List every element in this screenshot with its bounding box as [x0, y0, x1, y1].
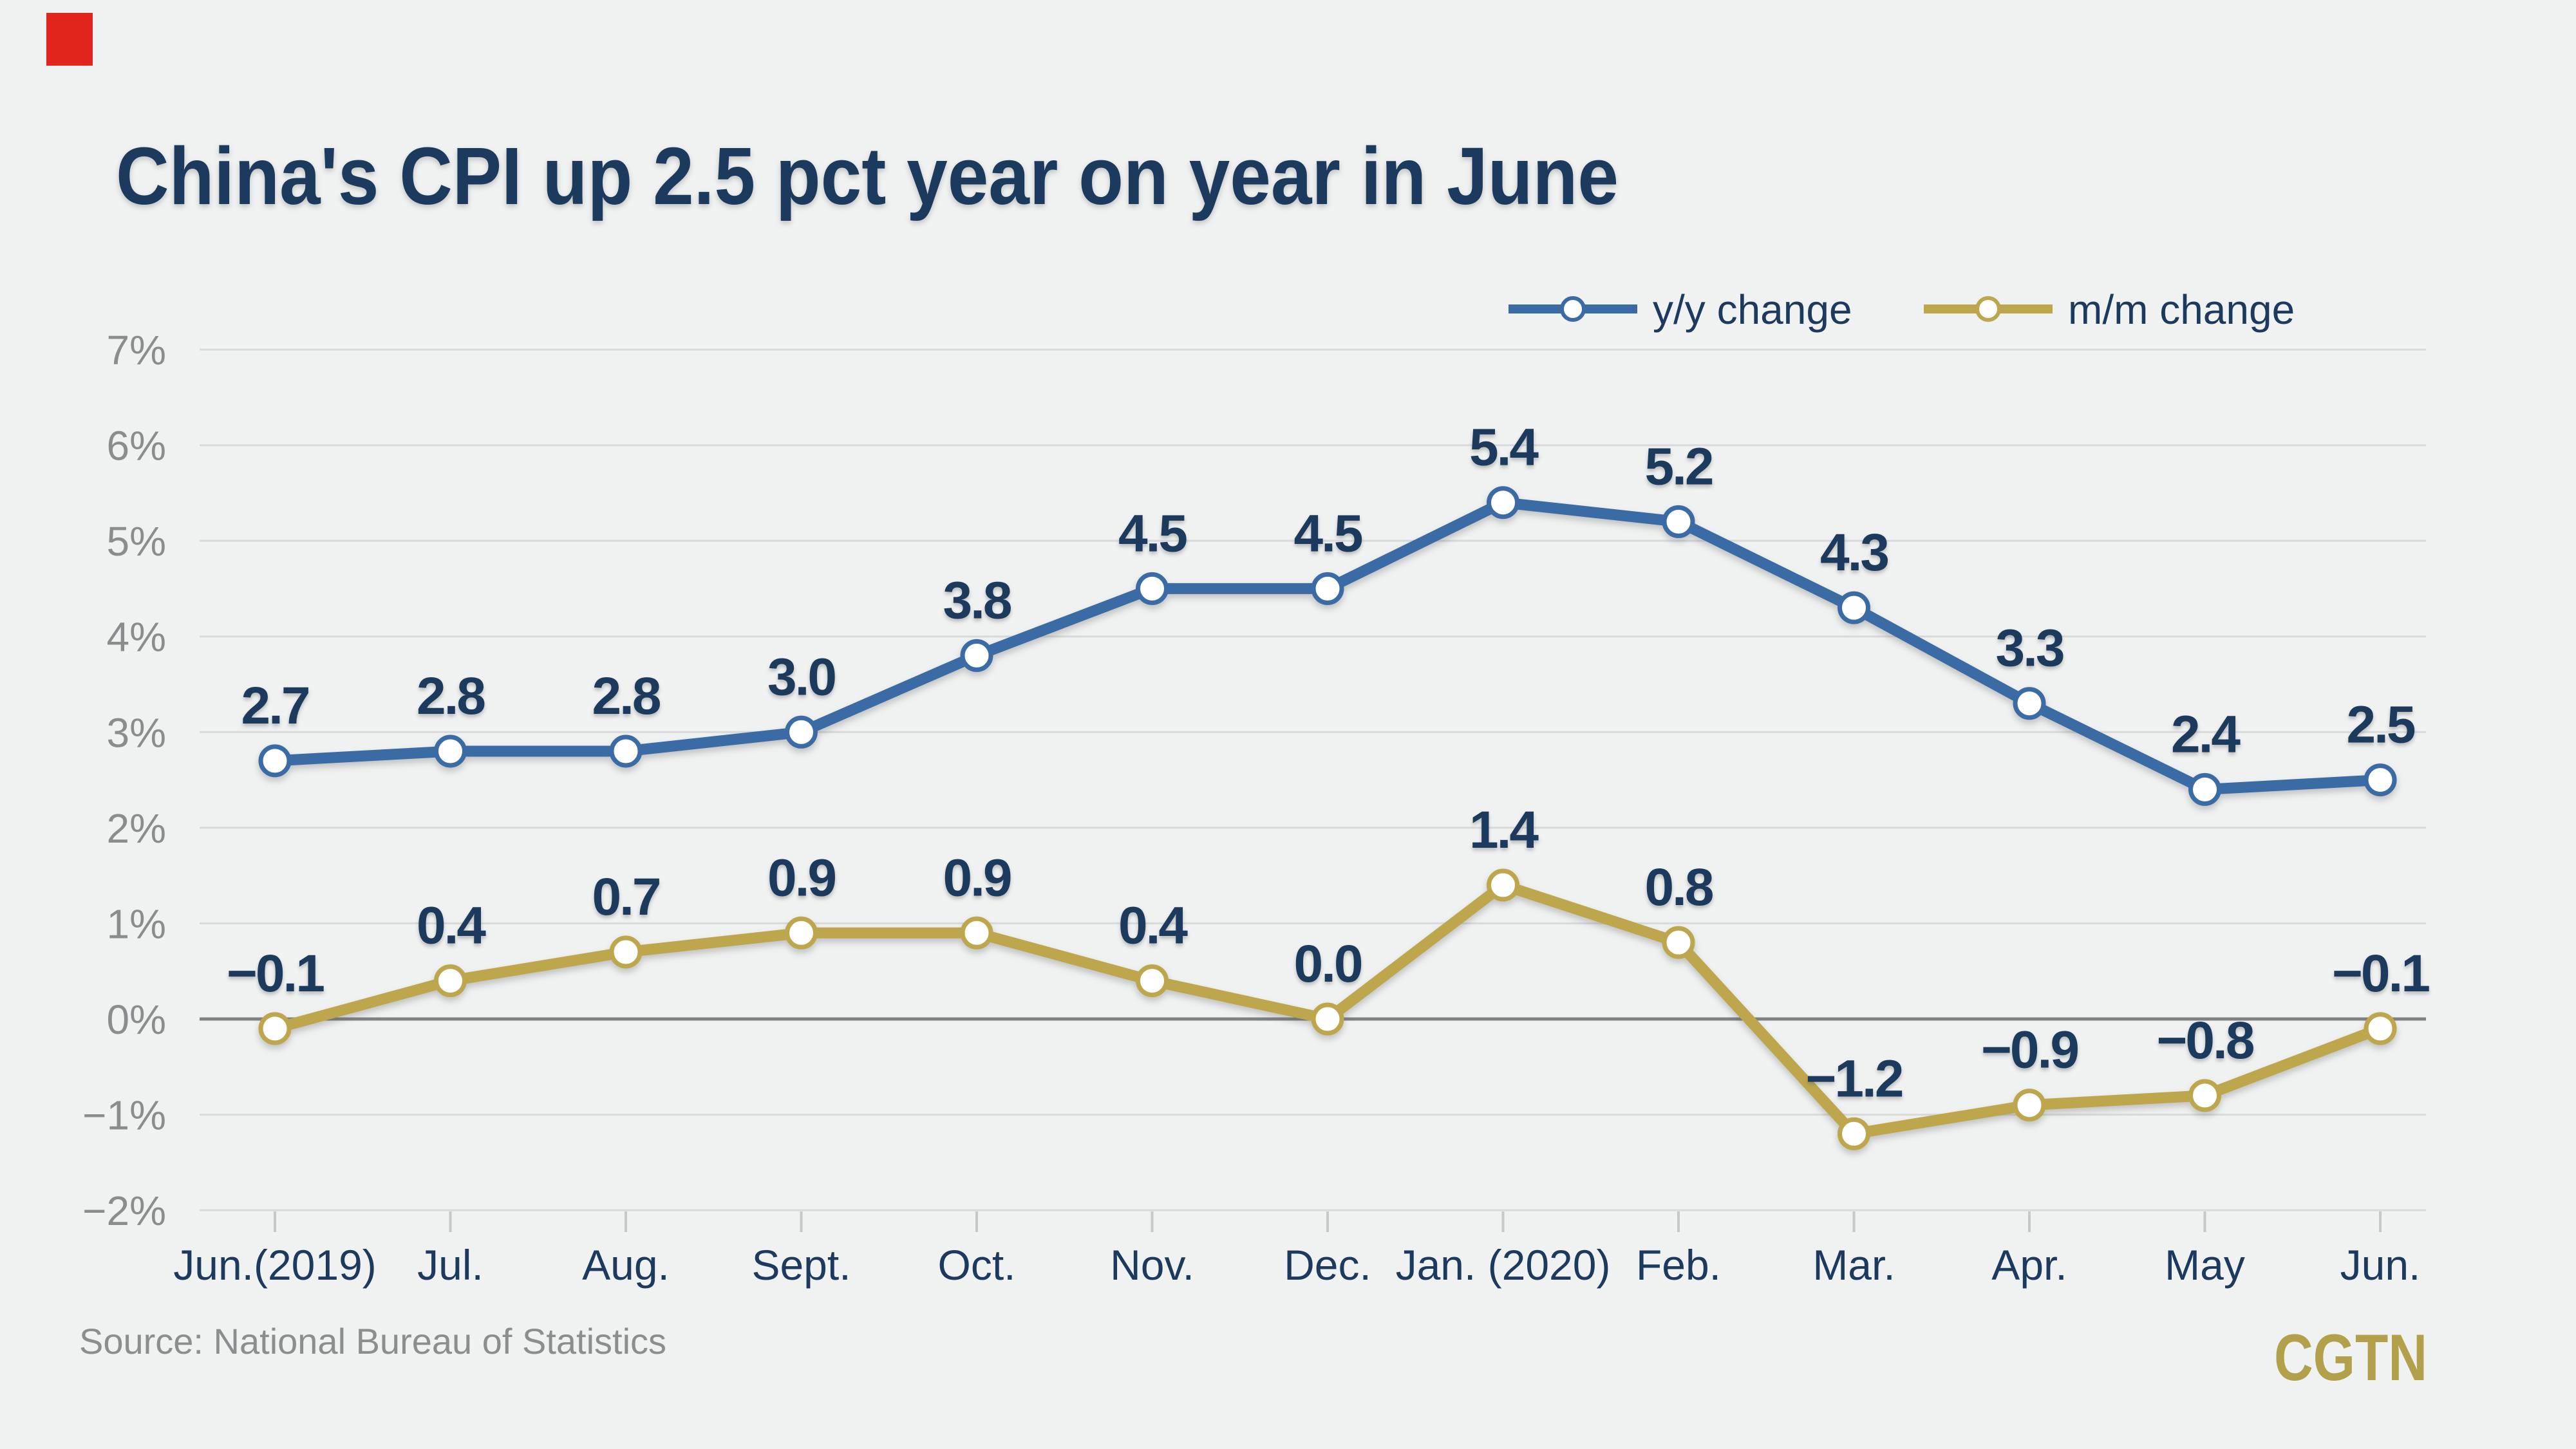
x-tick-label: May	[2165, 1241, 2245, 1289]
legend-item-yy-change: y/y change	[1509, 286, 1852, 333]
x-tick-label: Dec.	[1284, 1241, 1371, 1289]
data-point-marker	[609, 734, 643, 768]
data-point-marker	[2364, 1012, 2397, 1045]
y-tick-label: 6%	[107, 423, 167, 469]
y-tick-label: 1%	[107, 901, 167, 947]
data-point-marker	[434, 964, 467, 998]
data-point-value-label: 2.8	[417, 667, 485, 725]
x-tick-label: Aug.	[582, 1241, 670, 1289]
data-point-marker	[785, 916, 818, 949]
data-point-marker	[1136, 964, 1169, 998]
legend: y/y change m/m change	[1509, 286, 2295, 333]
data-point-marker	[1487, 486, 1519, 519]
data-point-value-label: 2.7	[241, 677, 309, 735]
data-point-value-label: 0.4	[1118, 897, 1188, 955]
legend-item-mm-change: m/m change	[1924, 286, 2295, 333]
data-point-value-label: −0.1	[227, 944, 324, 1003]
data-point-value-label: 0.8	[1645, 858, 1713, 917]
data-point-value-label: 2.4	[2171, 705, 2241, 763]
data-point-marker	[785, 715, 818, 749]
data-point-value-label: 0.9	[943, 848, 1011, 907]
data-point-marker	[960, 639, 993, 672]
y-axis-tick-labels: 7% 6% 5% 4% 3% 2% 1% 0% −1% −2%	[82, 327, 166, 1234]
y-tick-label: 0%	[107, 996, 167, 1043]
data-series	[258, 486, 2397, 1150]
legend-yy-marker-icon	[1560, 296, 1586, 322]
data-point-value-label: 3.8	[943, 571, 1011, 630]
data-point-marker	[1662, 505, 1695, 538]
x-tick-label: Jan. (2020)	[1396, 1241, 1611, 1289]
data-point-value-label: 0.0	[1294, 935, 1362, 993]
data-point-value-label: −0.8	[2157, 1011, 2254, 1070]
x-tick-label: Jun.	[2340, 1241, 2421, 1289]
x-tick-label: Feb.	[1636, 1241, 1721, 1289]
x-axis-month-labels: Jun.(2019) Jul. Aug. Sept. Oct. Nov. Dec. Jan. …	[173, 1241, 2420, 1289]
data-point-value-label: 3.3	[1996, 619, 2064, 678]
y-tick-label: 2%	[107, 805, 167, 852]
legend-yy-label: y/y change	[1653, 286, 1852, 333]
y-tick-label: 4%	[107, 614, 167, 660]
data-point-value-label: 1.4	[1469, 801, 1539, 859]
data-point-marker	[1487, 868, 1519, 902]
x-tick-label: Oct.	[937, 1241, 1015, 1289]
x-tick-label: Mar.	[1812, 1241, 1895, 1289]
legend-mm-label: m/m change	[2068, 286, 2295, 333]
x-tick-label: Jul.	[417, 1241, 484, 1289]
data-point-marker	[2364, 763, 2397, 797]
x-tick-label: Sept.	[751, 1241, 851, 1289]
data-point-marker	[258, 1012, 292, 1045]
y-tick-label: 3%	[107, 709, 167, 756]
data-point-marker	[609, 935, 643, 969]
y-tick-label: −2%	[82, 1188, 166, 1234]
data-point-marker	[258, 744, 292, 778]
data-point-value-label: 4.3	[1820, 523, 1888, 582]
x-axis-tick-marks	[274, 1211, 2382, 1232]
y-tick-label: −1%	[82, 1092, 166, 1139]
data-point-marker	[2188, 772, 2221, 806]
legend-mm-marker-icon	[1975, 296, 2001, 322]
y-tick-label: 7%	[107, 327, 167, 373]
data-point-marker	[2013, 1089, 2046, 1122]
data-point-marker	[1662, 926, 1695, 959]
data-point-marker	[960, 916, 993, 949]
data-point-value-label: 3.0	[767, 648, 835, 706]
page-title: China's CPI up 2.5 pct year on year in J…	[116, 131, 1619, 221]
data-point-value-label: −1.2	[1806, 1049, 1903, 1108]
data-point-value-label: 4.5	[1294, 504, 1362, 563]
data-point-value-label: −0.1	[2332, 944, 2429, 1003]
data-point-labels: −0.1 0.4 0.7 0.9 0.9 0.4 0.0 1.4 0.8 −1.2 −0.9 −0.8…	[227, 418, 2431, 1108]
y-tick-label: 5%	[107, 518, 167, 565]
data-point-marker	[1311, 572, 1344, 605]
data-point-value-label: 2.5	[2347, 696, 2415, 754]
cgtn-logo: CGTN	[2274, 1321, 2427, 1394]
data-point-marker	[1838, 591, 1870, 624]
data-point-marker	[2013, 687, 2046, 720]
data-point-value-label: 4.5	[1118, 504, 1187, 563]
data-point-marker	[434, 734, 467, 768]
data-point-value-label: 0.7	[592, 868, 660, 926]
data-point-value-label: 0.9	[767, 848, 835, 907]
data-point-value-label: −0.9	[1981, 1021, 2078, 1080]
data-point-marker	[1311, 1002, 1344, 1036]
data-point-marker	[2188, 1079, 2221, 1112]
x-tick-label: Apr.	[1991, 1241, 2067, 1289]
data-point-value-label: 5.4	[1469, 418, 1539, 477]
data-point-marker	[1838, 1117, 1870, 1150]
source-credit: Source: National Bureau of Statistics	[79, 1321, 666, 1361]
data-point-value-label: 0.4	[417, 897, 486, 955]
data-point-value-label: 5.2	[1645, 437, 1713, 496]
x-tick-label: Jun.(2019)	[173, 1241, 377, 1289]
brand-red-square	[46, 13, 93, 66]
data-point-value-label: 2.8	[592, 667, 661, 725]
x-tick-label: Nov.	[1110, 1241, 1194, 1289]
data-point-marker	[1136, 572, 1169, 605]
